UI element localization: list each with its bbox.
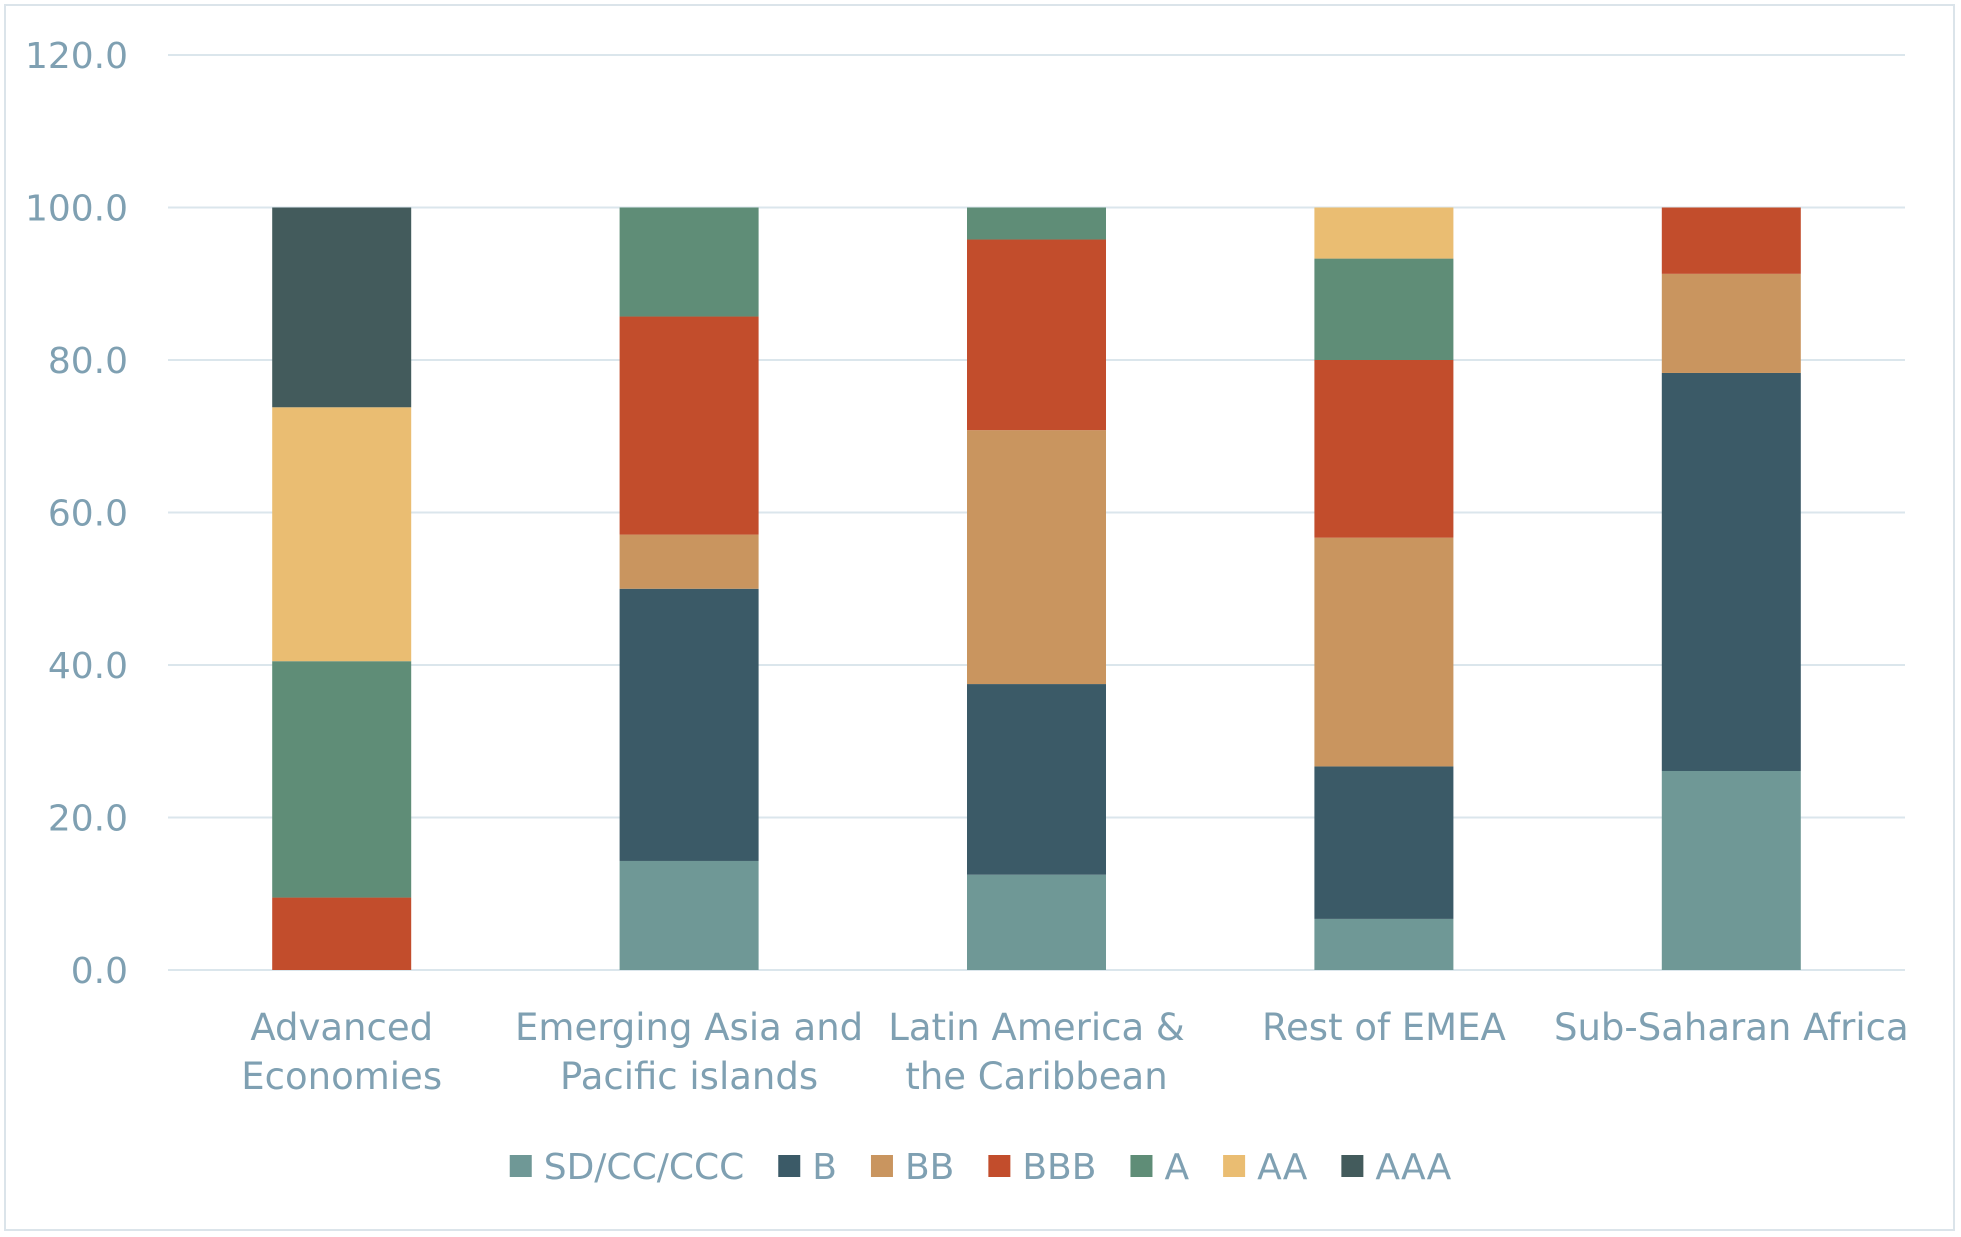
- legend-item-4: A: [1130, 1147, 1189, 1188]
- category-label-2-line-0: Latin America &: [888, 1006, 1185, 1049]
- legend-label-4: A: [1164, 1147, 1189, 1188]
- legend-label-2: BB: [905, 1147, 954, 1188]
- legend-item-2: BB: [870, 1147, 954, 1188]
- category-label-2-line-1: the Caribbean: [905, 1055, 1167, 1098]
- bar-segment-sd-cc-ccc-cat-3: [1314, 918, 1454, 970]
- bar-segment-bbb-cat-2: [967, 239, 1106, 431]
- bar-segment-sd-cc-ccc-cat-4: [1661, 770, 1801, 970]
- bar-segment-bb-cat-4: [1661, 273, 1801, 373]
- legend-item-5: AA: [1223, 1147, 1308, 1188]
- legend-item-3: BBB: [988, 1147, 1096, 1188]
- bar-segment-bb-cat-1: [619, 534, 759, 589]
- x-axis-category-labels: Advanced Economies Emerging Asia and Pacifi…: [241, 1006, 1908, 1098]
- legend-label-1: B: [812, 1147, 837, 1188]
- legend-swatch-4: [1130, 1155, 1153, 1177]
- bar-segment-b-cat-1: [619, 588, 759, 861]
- legend-swatch-0: [509, 1155, 532, 1177]
- bars: [272, 207, 1801, 970]
- y-tick-label-3: 60.0: [48, 494, 128, 535]
- legend-swatch-3: [988, 1155, 1011, 1177]
- y-tick-label-0: 0.0: [71, 951, 128, 992]
- legend-swatch-1: [778, 1155, 801, 1177]
- legend-swatch-2: [870, 1155, 893, 1177]
- y-tick-label-6: 120.0: [25, 36, 128, 77]
- bar-segment-b-cat-4: [1661, 372, 1801, 771]
- legend: SD/CC/CCC B BB BBB A AA AAA: [509, 1147, 1452, 1188]
- category-label-1-line-1: Pacific islands: [560, 1055, 818, 1098]
- bar-segment-bb-cat-3: [1314, 537, 1454, 767]
- category-label-4-line-0: Sub-Saharan Africa: [1554, 1006, 1909, 1049]
- category-label-0-line-0: Advanced: [250, 1006, 433, 1049]
- category-label-1-line-0: Emerging Asia and: [515, 1006, 863, 1049]
- bar-segment-a-cat-1: [619, 207, 759, 317]
- y-tick-label-1: 20.0: [48, 799, 128, 840]
- legend-item-1: B: [778, 1147, 837, 1188]
- legend-swatch-5: [1223, 1155, 1246, 1177]
- bar-segment-sd-cc-ccc-cat-1: [619, 860, 759, 970]
- bar-segment-b-cat-2: [967, 684, 1106, 875]
- gridlines: [168, 54, 1905, 971]
- bar-segment-aa-cat-0: [272, 407, 412, 662]
- bar-segment-aa-cat-3: [1314, 207, 1454, 259]
- bar-segment-aaa-cat-0: [272, 207, 412, 408]
- bar-segment-sd-cc-ccc-cat-2: [967, 874, 1106, 970]
- y-tick-label-4: 80.0: [48, 341, 128, 382]
- legend-swatch-6: [1341, 1155, 1364, 1177]
- bar-segment-bb-cat-2: [967, 430, 1106, 685]
- bar-segment-a-cat-3: [1314, 258, 1454, 360]
- category-label-0-line-1: Economies: [241, 1055, 442, 1098]
- legend-label-0: SD/CC/CCC: [544, 1147, 745, 1188]
- bar-segment-a-cat-0: [272, 661, 412, 898]
- bar-segment-a-cat-2: [967, 207, 1106, 240]
- bar-segment-b-cat-3: [1314, 766, 1454, 919]
- chart-frame: [4, 4, 1955, 1231]
- y-tick-label-5: 100.0: [25, 189, 128, 230]
- y-axis-tick-labels: 0.0 20.0 40.0 60.0 80.0 100.0 120.0: [25, 36, 128, 992]
- category-label-3-line-0: Rest of EMEA: [1262, 1006, 1506, 1049]
- legend-item-0: SD/CC/CCC: [509, 1147, 745, 1188]
- bar-segment-bbb-cat-0: [272, 897, 412, 970]
- legend-item-6: AAA: [1341, 1147, 1452, 1188]
- y-tick-label-2: 40.0: [48, 646, 128, 687]
- legend-label-6: AAA: [1375, 1147, 1451, 1188]
- bar-segment-bbb-cat-3: [1314, 360, 1454, 538]
- legend-label-5: AA: [1257, 1147, 1308, 1188]
- bar-segment-bbb-cat-4: [1661, 207, 1801, 274]
- legend-label-3: BBB: [1022, 1147, 1096, 1188]
- bar-segment-bbb-cat-1: [619, 316, 759, 535]
